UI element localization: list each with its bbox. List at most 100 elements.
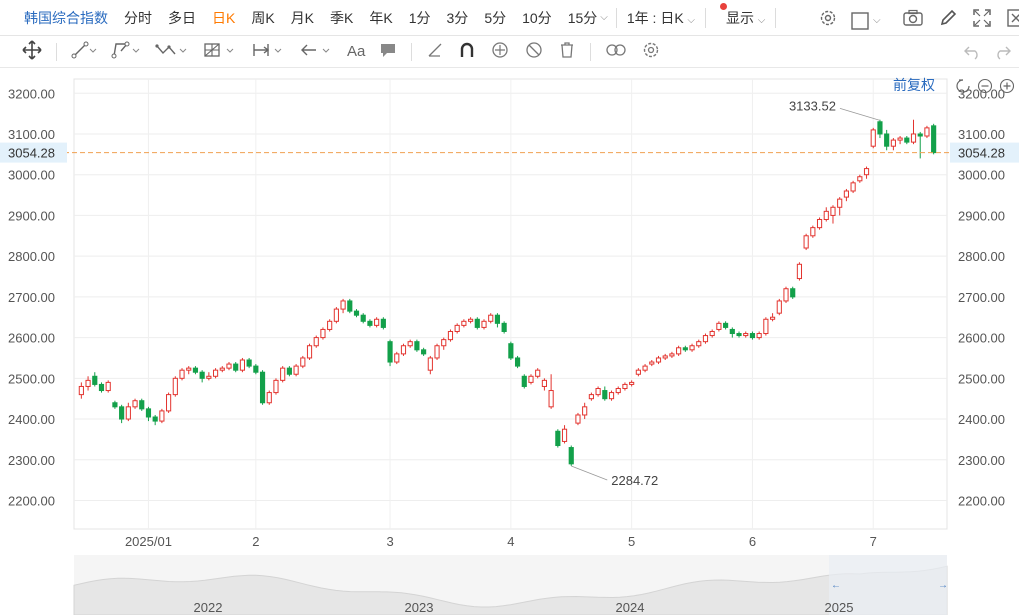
candle-body xyxy=(823,210,829,220)
toolbar-divider xyxy=(590,42,592,61)
text-tool-icon[interactable]: Aa xyxy=(347,43,366,60)
navigator-handle-left[interactable]: ← xyxy=(831,580,841,591)
adjust-mode-label[interactable]: 前复权 xyxy=(893,77,935,93)
candle-body xyxy=(400,345,407,355)
period-tab-5min[interactable]: 5分 xyxy=(484,9,507,26)
undo-icon[interactable] xyxy=(963,43,983,65)
fullscreen-icon[interactable] xyxy=(972,8,992,33)
period-tab-intraday[interactable]: 分时 xyxy=(124,9,152,26)
arrow-tool-icon[interactable] xyxy=(299,41,333,63)
candle-body xyxy=(226,363,232,369)
period-tab-15min[interactable]: 15分 xyxy=(567,9,598,26)
display-menu[interactable]: 显示 ⌵ xyxy=(708,8,773,28)
candle-body xyxy=(360,314,366,322)
navigator-trend xyxy=(73,565,948,615)
period-tab-weekly-k[interactable]: 周K xyxy=(251,9,275,26)
period-tab-1min[interactable]: 1分 xyxy=(408,9,431,26)
period-tab-multiday[interactable]: 多日 xyxy=(168,9,196,26)
pattern-tool-icon[interactable] xyxy=(155,41,189,63)
candle-body xyxy=(320,328,326,339)
price-overlays: 3054.28 3054.28 3133.52 2284.72 xyxy=(0,98,1019,488)
period-tab-quarterly-k[interactable]: 季K xyxy=(330,9,354,26)
close-window-icon[interactable] xyxy=(1006,8,1019,33)
redo-icon[interactable] xyxy=(992,43,1012,65)
chevron-down-icon: ⌵ xyxy=(755,14,766,26)
candle-body xyxy=(931,125,937,154)
candle-body xyxy=(132,400,138,408)
candle-body xyxy=(588,394,594,400)
candle-body xyxy=(655,357,662,363)
measure-tool-icon[interactable] xyxy=(251,41,285,63)
navigator-labels: 2022 2023 2024 2025 xyxy=(194,600,854,615)
magnet-icon[interactable] xyxy=(458,41,476,63)
toolbar-divider xyxy=(775,7,777,28)
candlestick-chart[interactable]: 3200.00 3100.00 3000.00 2900.00 2800.00 2700.… xyxy=(0,68,1019,615)
hide-icon[interactable] xyxy=(524,41,544,63)
candle-body xyxy=(890,139,896,147)
link-icon[interactable] xyxy=(605,41,627,63)
period-tab-10min[interactable]: 10分 xyxy=(522,9,552,26)
range-selector[interactable]: 1年 : 日K ⌵ xyxy=(619,8,703,28)
candle-body xyxy=(306,345,313,359)
line-tool-icon[interactable] xyxy=(71,41,97,63)
chevron-down-icon[interactable]: ⌵ xyxy=(600,12,608,23)
x-tick-label: 2025/01 xyxy=(125,534,172,549)
candle-body xyxy=(756,333,762,339)
move-icon[interactable] xyxy=(22,39,42,64)
camera-icon[interactable] xyxy=(902,8,924,33)
last-price-tag-left: 3054.28 xyxy=(8,146,55,161)
candle-body xyxy=(917,133,923,137)
pencil-icon[interactable] xyxy=(938,8,958,33)
toolbar-divider xyxy=(705,7,707,28)
period-tab-yearly-k[interactable]: 年K xyxy=(369,9,393,26)
grid-tool-icon[interactable] xyxy=(203,41,237,63)
candle-body xyxy=(857,176,863,182)
candle-body xyxy=(729,328,735,335)
candle-body xyxy=(192,367,199,373)
navigator-handle-right[interactable]: → xyxy=(938,580,948,591)
navigator-selection[interactable] xyxy=(829,555,947,615)
candle-body xyxy=(468,318,474,322)
candle-body xyxy=(179,369,185,379)
settings-gear-icon[interactable] xyxy=(818,8,838,33)
path-tool-icon[interactable] xyxy=(111,41,141,63)
reset-zoom-icon[interactable] xyxy=(956,79,970,93)
candle-body xyxy=(494,314,501,324)
delete-icon[interactable] xyxy=(558,41,576,63)
candle-body xyxy=(696,341,702,347)
comment-tool-icon[interactable] xyxy=(379,41,397,63)
instrument-title[interactable]: 韩国综合指数 xyxy=(24,9,108,26)
candle-body xyxy=(830,206,836,216)
zoom-out-icon[interactable] xyxy=(977,78,993,94)
ruler-icon[interactable] xyxy=(426,41,444,63)
lock-icon[interactable] xyxy=(490,41,510,63)
period-tab-monthly-k[interactable]: 月K xyxy=(290,9,315,26)
color-square-icon[interactable]: ⌵ xyxy=(850,11,881,31)
candle-body xyxy=(78,385,84,396)
y-tick-label: 2200.00 xyxy=(8,493,55,508)
y-tick-label: 2800.00 xyxy=(8,249,55,264)
candle-body xyxy=(904,137,910,143)
candle-body xyxy=(514,357,521,367)
candle-body xyxy=(803,235,809,249)
candle-body xyxy=(441,339,447,347)
candle-body xyxy=(877,121,883,135)
candles xyxy=(78,119,937,466)
zoom-in-icon[interactable] xyxy=(999,78,1015,94)
candle-body xyxy=(622,383,628,390)
min-price-label: 2284.72 xyxy=(611,473,658,488)
period-tab-daily-k[interactable]: 日K xyxy=(212,9,236,26)
candle-body xyxy=(421,349,427,355)
candle-body xyxy=(353,310,360,316)
max-price-label: 3133.52 xyxy=(789,98,836,113)
navigator-year-label: 2024 xyxy=(616,600,645,615)
x-tick-label: 5 xyxy=(628,534,635,549)
navigator-year-label: 2022 xyxy=(194,600,223,615)
settings-icon[interactable] xyxy=(641,40,661,64)
range-label: 1年 : 日K xyxy=(626,9,684,26)
x-tick-label: 3 xyxy=(386,534,393,549)
candle-body xyxy=(145,408,152,418)
candle-body xyxy=(863,168,870,176)
candle-body xyxy=(810,227,816,237)
period-tab-3min[interactable]: 3分 xyxy=(446,9,469,26)
